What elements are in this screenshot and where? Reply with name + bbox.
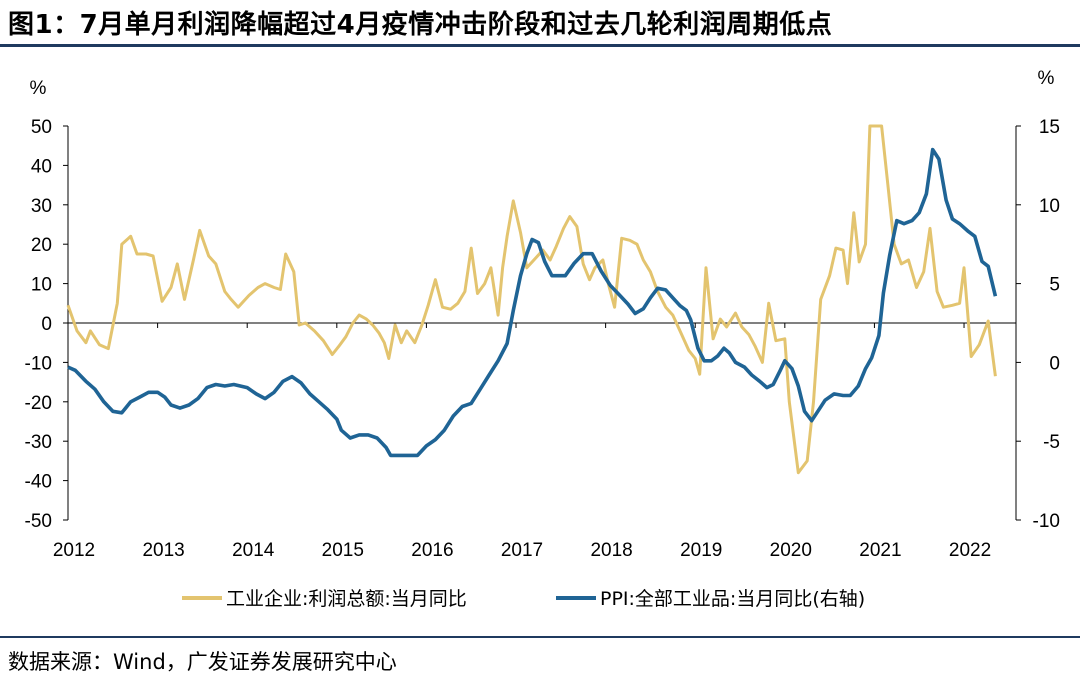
footer-rule xyxy=(0,636,1080,638)
right-tick-label: 5 xyxy=(1049,275,1060,296)
right-tick-label: 0 xyxy=(1049,353,1060,374)
left-tick-label: 10 xyxy=(31,275,52,296)
left-axis-unit: % xyxy=(30,78,47,99)
left-tick-label: 0 xyxy=(41,314,52,335)
right-tick-label: -5 xyxy=(1043,432,1060,453)
x-tick-label: 2014 xyxy=(232,540,275,561)
left-tick-label: -10 xyxy=(25,353,52,374)
x-tick-label: 2020 xyxy=(770,540,812,561)
title-rule xyxy=(0,44,1080,47)
left-tick-label: -30 xyxy=(25,432,52,453)
legend-label-ppi: PPI:全部工业品:当月同比(右轴) xyxy=(600,588,865,610)
x-tick-label: 2012 xyxy=(53,540,95,561)
x-tick-label: 2017 xyxy=(501,540,543,561)
left-tick-label: 20 xyxy=(31,235,52,256)
legend-label-profit: 工业企业:利润总额:当月同比 xyxy=(226,588,467,610)
x-tick-label: 2021 xyxy=(859,540,901,561)
left-tick-label: -50 xyxy=(25,511,52,532)
source-note: 数据来源：Wind，广发证券发展研究中心 xyxy=(8,650,397,674)
left-tick-label: -40 xyxy=(25,472,52,493)
left-tick-label: -20 xyxy=(25,393,52,414)
left-tick-label: 30 xyxy=(31,196,52,217)
chart-title: 图1：7月单月利润降幅超过4月疫情冲击阶段和过去几轮利润周期低点 xyxy=(8,10,833,40)
x-tick-label: 2018 xyxy=(590,540,632,561)
series-line-profit xyxy=(66,124,997,475)
x-tick-label: 2013 xyxy=(142,540,184,561)
x-tick-label: 2022 xyxy=(949,540,991,561)
left-tick-label: 40 xyxy=(31,156,52,177)
left-tick-label: 50 xyxy=(31,117,52,138)
series-line-ppi xyxy=(67,147,998,458)
x-tick-label: 2019 xyxy=(680,540,722,561)
right-tick-label: 10 xyxy=(1039,196,1060,217)
x-tick-label: 2016 xyxy=(411,540,453,561)
right-axis-unit: % xyxy=(1038,68,1055,89)
right-tick-label: 15 xyxy=(1039,117,1060,138)
x-tick-label: 2015 xyxy=(322,540,364,561)
right-tick-label: -10 xyxy=(1033,511,1060,532)
